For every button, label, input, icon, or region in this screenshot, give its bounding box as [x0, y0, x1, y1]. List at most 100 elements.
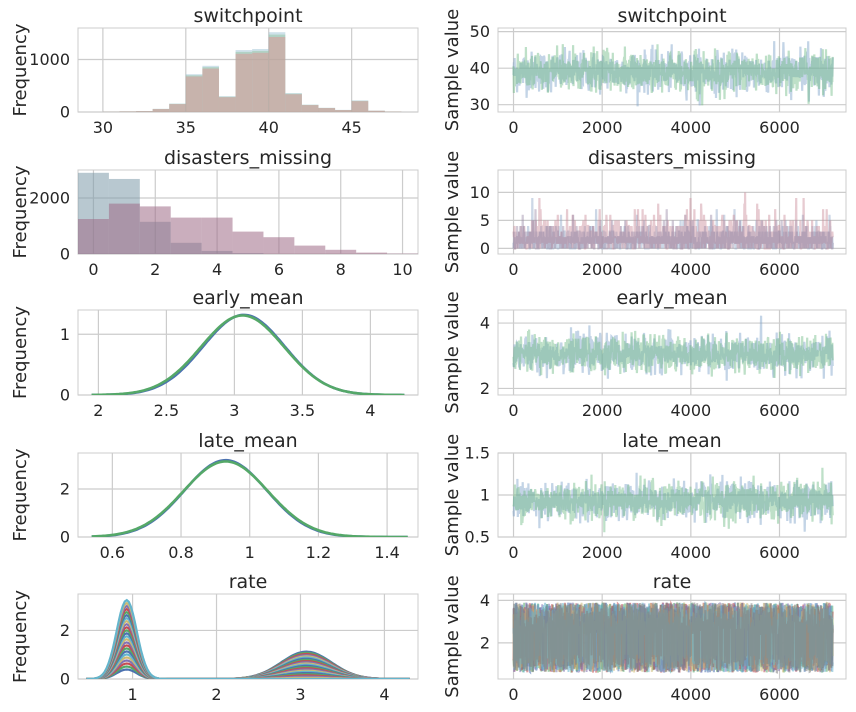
histogram-bar: [218, 96, 236, 112]
histogram-bar: [136, 111, 153, 112]
density-curve: [91, 314, 405, 395]
x-tick-label: 2000: [582, 401, 623, 420]
x-tick-label: 2.5: [154, 401, 179, 420]
x-tick-label: 0: [508, 401, 518, 420]
y-tick-label: 2000: [29, 189, 70, 208]
histogram-bar: [119, 111, 137, 112]
histogram-bar: [235, 53, 253, 112]
subplot-title: rate: [229, 571, 268, 593]
x-tick-label: 1: [245, 543, 255, 562]
y-axis-label: Sample value: [442, 575, 463, 697]
x-tick-label: 0: [508, 260, 518, 279]
y-tick-label: 0: [60, 528, 70, 547]
histogram-bar: [119, 111, 137, 112]
y-axis-label: Sample value: [442, 291, 463, 413]
histogram-bar: [252, 49, 269, 112]
x-tick-label: 6000: [759, 685, 800, 704]
y-tick-label: 1: [60, 325, 70, 344]
histogram-bar: [335, 110, 352, 112]
subplot-8: 1 2 3 4 0 2 rate Frequency: [10, 571, 419, 704]
y-axis-label: Frequency: [10, 590, 31, 683]
y-axis-label: Frequency: [10, 23, 31, 116]
y-tick-label: 0: [60, 103, 70, 122]
histogram-bar: [169, 103, 186, 112]
histogram-bar: [301, 105, 319, 112]
x-tick-label: 4: [365, 401, 375, 420]
subplot-title: disasters_missing: [588, 147, 756, 169]
x-tick-label: 40: [259, 118, 279, 137]
plot-marks: [78, 172, 418, 254]
histogram-bar: [108, 203, 140, 254]
x-tick-label: 4000: [670, 685, 711, 704]
y-tick-label: 2: [60, 621, 70, 640]
subplot-title: rate: [653, 571, 692, 593]
plot-area: [77, 452, 419, 538]
histogram-bar: [201, 217, 233, 254]
y-tick-label: 10: [470, 183, 490, 202]
histogram-bar: [368, 110, 385, 112]
x-tick-label: 1: [127, 685, 137, 704]
trace-series-1: [512, 329, 834, 379]
histogram-bar: [78, 219, 109, 254]
x-tick-label: 4000: [670, 401, 711, 420]
subplot-7: 0 2000 4000 6000 0.5 1 1.5 late_mean Sample valu…: [442, 430, 847, 562]
histogram-bar: [351, 100, 369, 112]
histogram-bar: [351, 100, 369, 112]
x-tick-label: 0: [88, 260, 98, 279]
histogram-bar: [119, 111, 137, 112]
x-tick-label: 1.2: [306, 543, 331, 562]
x-tick-label: 6000: [759, 401, 800, 420]
histogram-bar: [285, 94, 302, 112]
y-tick-label: 4: [480, 591, 490, 610]
trace-series-2: [512, 209, 834, 250]
x-tick-label: 35: [176, 118, 196, 137]
x-tick-label: 3.5: [290, 401, 315, 420]
plot-area: [497, 169, 847, 255]
histogram-bar: [169, 104, 186, 112]
subplot-9: 0 2000 4000 6000 2 4 rate Sample value: [442, 571, 847, 704]
x-tick-label: 0: [508, 543, 518, 562]
histogram-bar: [185, 76, 203, 112]
histogram-bar: [268, 34, 286, 112]
plot-marks: [91, 313, 405, 395]
histogram-bar: [136, 111, 153, 112]
y-tick-label: 0: [480, 239, 490, 258]
histogram-bar: [318, 107, 336, 112]
y-tick-label: 1: [480, 486, 490, 505]
plot-area: [497, 309, 847, 396]
y-axis-label: Frequency: [10, 165, 31, 258]
subplot-1: 0 2000 4000 6000 30 40 50 switchpoint Sample val…: [442, 5, 847, 137]
histogram-bar: [368, 110, 385, 112]
histogram-bar: [235, 51, 253, 112]
subplot-0: 30 35 40 45 0 1000 switchpoint Frequency: [10, 5, 419, 137]
subplot-title: switchpoint: [617, 5, 726, 27]
x-tick-label: 2: [150, 260, 160, 279]
trace-series-1: [512, 192, 834, 250]
plot-area: [77, 27, 419, 113]
x-tick-label: 8: [336, 260, 346, 279]
y-axis-label: Sample value: [442, 151, 463, 273]
histogram-bar: [318, 107, 336, 112]
y-tick-label: 0: [60, 386, 70, 405]
x-tick-label: 3: [229, 401, 239, 420]
histogram-bar: [170, 217, 202, 254]
density-curve: [91, 460, 408, 537]
plot-area: [497, 27, 847, 113]
plot-marks: [512, 192, 834, 250]
x-tick-label: 4000: [670, 118, 711, 137]
plot-area: [77, 309, 419, 396]
x-tick-label: 4: [212, 260, 222, 279]
y-tick-label: 30: [470, 95, 490, 114]
y-tick-label: 0.5: [465, 528, 490, 547]
y-tick-label: 2: [60, 480, 70, 499]
plot-marks: [102, 32, 402, 112]
histogram-bar: [152, 108, 170, 112]
density-curve: [86, 598, 410, 679]
histogram-bar: [202, 68, 219, 112]
subplot-title: early_mean: [616, 287, 727, 309]
histogram-bar: [232, 231, 264, 254]
y-axis-label: Frequency: [10, 306, 31, 399]
histogram-bar: [268, 36, 286, 112]
histogram-bar: [202, 67, 219, 112]
subplot-6: 0.6 0.8 1 1.2 1.4 0 2 late_mean Frequency: [10, 430, 419, 562]
